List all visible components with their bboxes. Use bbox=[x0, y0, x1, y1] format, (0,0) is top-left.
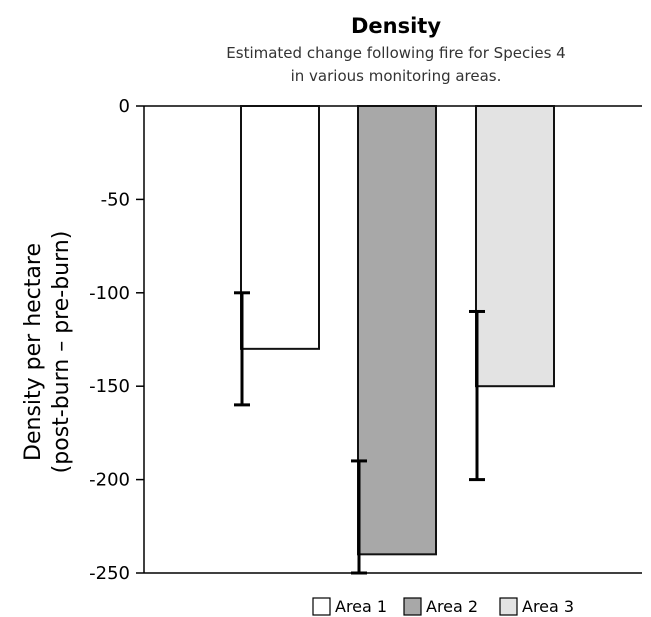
legend: Area 1 Area 2 Area 3 bbox=[312, 597, 574, 616]
legend-swatch-area-1 bbox=[312, 597, 331, 616]
legend-label-area-2: Area 2 bbox=[426, 597, 478, 616]
bar-area-3 bbox=[475, 105, 555, 388]
legend-swatch-area-3 bbox=[499, 597, 518, 616]
bar-area-1 bbox=[240, 105, 320, 350]
chart-subtitle-line-1: Estimated change following fire for Spec… bbox=[226, 44, 565, 62]
legend-swatch-area-2 bbox=[403, 597, 422, 616]
chart-subtitle-line-2: in various monitoring areas. bbox=[291, 67, 502, 85]
y-tick-label: -200 bbox=[89, 470, 130, 491]
legend-label-area-1: Area 1 bbox=[335, 597, 387, 616]
y-tick-label: -100 bbox=[89, 283, 130, 304]
y-tick-label: 0 bbox=[119, 96, 130, 117]
chart-title: Density bbox=[351, 14, 441, 38]
y-tick-label: -150 bbox=[89, 376, 130, 397]
y-tick-label: -50 bbox=[101, 189, 130, 210]
y-tick-label: -250 bbox=[89, 563, 130, 584]
plot-area: 0 -50 -100 -150 -200 -250 bbox=[89, 96, 642, 584]
bar-area-2 bbox=[357, 105, 437, 556]
legend-label-area-3: Area 3 bbox=[522, 597, 574, 616]
y-axis-label-line-2: (post-burn – pre-burn) bbox=[49, 231, 74, 474]
y-axis-label-line-1: Density per hectare bbox=[21, 243, 46, 461]
